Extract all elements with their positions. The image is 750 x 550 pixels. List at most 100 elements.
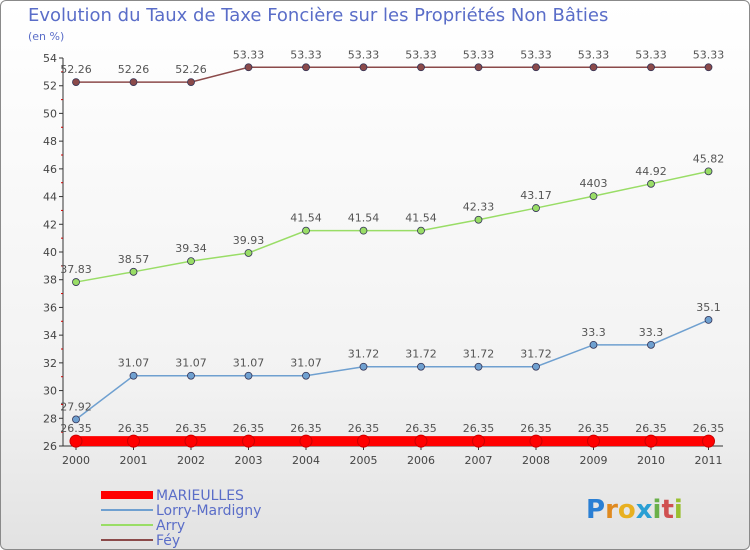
- data-label: 26.35: [693, 422, 725, 435]
- legend-label: MARIEULLES: [156, 488, 244, 504]
- x-tick-label: 2000: [62, 454, 90, 467]
- data-point: [299, 434, 313, 448]
- data-label: 26.35: [118, 422, 150, 435]
- data-point: [417, 226, 425, 235]
- legend-label: Féy: [156, 533, 180, 549]
- data-point: [704, 315, 713, 324]
- legend-label: Arry: [156, 518, 185, 534]
- data-point: [474, 215, 483, 224]
- x-tick-label: 2005: [350, 454, 378, 467]
- x-tick-label: 2011: [695, 454, 723, 467]
- data-point: [647, 340, 655, 349]
- data-point: [302, 63, 310, 72]
- y-tick-label: 50: [43, 107, 57, 120]
- data-label: 52.26: [175, 63, 207, 76]
- data-point: [69, 434, 83, 448]
- data-point: [72, 78, 80, 87]
- data-point: [359, 362, 368, 371]
- data-label: 45.82: [693, 152, 725, 165]
- data-point: [417, 63, 425, 72]
- data-label: 31.72: [520, 348, 552, 361]
- data-label: 26.35: [578, 422, 610, 435]
- x-tick-label: 2010: [637, 454, 665, 467]
- data-label: 26.35: [405, 422, 437, 435]
- data-label: 37.83: [60, 263, 92, 276]
- chart-title: Evolution du Taux de Taxe Foncière sur l…: [28, 5, 609, 26]
- data-point: [129, 78, 138, 87]
- series-line: [75, 319, 709, 420]
- data-label: 26.35: [520, 422, 552, 435]
- data-point: [702, 434, 715, 448]
- data-label: 31.07: [118, 357, 150, 370]
- data-label: 27.92: [60, 400, 92, 413]
- logo-letter: x: [636, 495, 653, 525]
- y-tick-label: 36: [43, 301, 57, 314]
- data-point: [587, 434, 600, 448]
- data-label: 53.33: [290, 48, 322, 61]
- logo-letter: o: [618, 495, 636, 525]
- data-label: 31.72: [405, 348, 437, 361]
- legend-label: Lorry-Mardigny: [156, 503, 261, 519]
- data-label: 53.33: [405, 48, 437, 61]
- data-label: 41.54: [405, 212, 437, 225]
- data-label: 53.33: [693, 48, 725, 61]
- y-tick-label: 46: [43, 163, 57, 176]
- data-label: 33.3: [581, 326, 606, 339]
- data-label: 26.35: [635, 422, 667, 435]
- logo-letter: t: [661, 495, 673, 525]
- logo-letter: P: [586, 495, 605, 525]
- data-label: 31.07: [233, 357, 265, 370]
- data-label: 31.07: [175, 357, 207, 370]
- data-point: [127, 434, 140, 448]
- data-label: 26.35: [233, 422, 265, 435]
- data-point: [472, 434, 485, 448]
- data-point: [359, 226, 368, 235]
- x-tick-label: 2004: [292, 454, 320, 467]
- data-label: 39.93: [233, 234, 265, 247]
- data-label: 33.3: [639, 326, 664, 339]
- y-tick-label: 34: [43, 329, 57, 342]
- data-label: 52.26: [118, 63, 150, 76]
- data-point: [184, 434, 198, 448]
- data-label: 26.35: [348, 422, 380, 435]
- data-point: [129, 371, 138, 380]
- y-tick-label: 26: [43, 440, 57, 453]
- data-label: 52.26: [60, 63, 92, 76]
- data-label: 43.17: [520, 189, 552, 202]
- data-label: 26.35: [60, 422, 92, 435]
- data-label: 26.35: [290, 422, 322, 435]
- data-point: [302, 371, 310, 380]
- data-label: 35.1: [696, 301, 721, 314]
- data-label: 41.54: [348, 212, 380, 225]
- y-tick-label: 28: [43, 412, 57, 425]
- data-label: 53.33: [520, 48, 552, 61]
- data-label: 31.72: [463, 348, 495, 361]
- data-point: [187, 371, 195, 380]
- data-point: [532, 63, 540, 72]
- data-point: [474, 362, 483, 371]
- data-label: 31.72: [348, 348, 380, 361]
- logo-letter: i: [674, 495, 683, 525]
- y-tick-label: 38: [43, 274, 57, 287]
- data-point: [417, 362, 425, 371]
- data-point: [302, 226, 310, 235]
- brand-logo: Proxiti: [586, 495, 683, 525]
- data-label: 42.33: [463, 201, 495, 214]
- data-label: 38.57: [118, 253, 150, 266]
- data-point: [474, 63, 483, 72]
- data-label: 31.07: [290, 357, 322, 370]
- y-tick-label: 54: [43, 52, 57, 65]
- data-point: [72, 278, 80, 286]
- data-point: [357, 434, 370, 448]
- data-point: [359, 63, 368, 72]
- y-tick-label: 32: [43, 357, 57, 370]
- y-tick-label: 44: [43, 191, 57, 204]
- data-label: 4403: [580, 177, 608, 190]
- x-tick-label: 2007: [465, 454, 493, 467]
- data-label: 53.33: [463, 48, 495, 61]
- data-point: [589, 192, 598, 201]
- series-line: [75, 170, 709, 283]
- x-tick-label: 2003: [235, 454, 263, 467]
- data-point: [704, 167, 713, 176]
